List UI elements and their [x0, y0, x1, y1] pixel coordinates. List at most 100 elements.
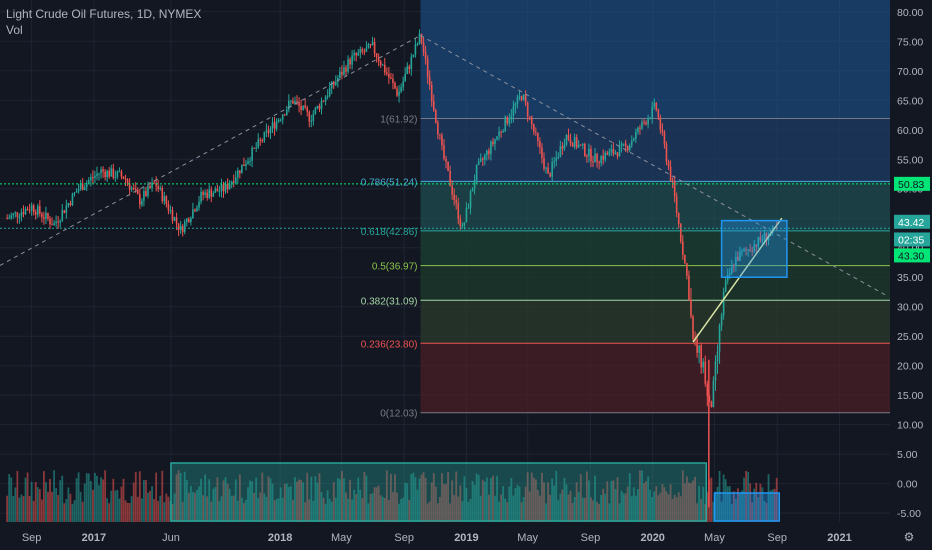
volume-bar: [512, 495, 515, 522]
price-axis-marker[interactable]: [894, 214, 930, 229]
volume-bar: [328, 499, 331, 522]
volume-bar: [641, 470, 643, 522]
candle-body: [724, 280, 727, 292]
price-axis-marker-label[interactable]: 02:35: [898, 234, 924, 246]
volume-bar: [161, 470, 164, 522]
volume-bar: [455, 471, 458, 522]
candle-body: [641, 121, 643, 129]
candle-body: [624, 143, 627, 146]
candle-body: [108, 170, 111, 177]
candle-body: [757, 236, 760, 247]
volume-bar: [469, 498, 472, 522]
candle-body: [269, 128, 272, 134]
candle-body: [416, 43, 419, 45]
volume-bar: [653, 491, 656, 522]
candle-body: [739, 251, 741, 261]
volume-bar: [75, 478, 78, 522]
volume-bar: [655, 486, 658, 522]
candle-body: [124, 178, 127, 180]
candle-body: [598, 162, 600, 164]
price-axis-marker[interactable]: [894, 232, 930, 247]
price-tick-label: 70.00: [897, 66, 923, 78]
candle-body: [404, 73, 406, 82]
price-axis-marker-label[interactable]: 43.42: [898, 217, 924, 229]
price-axis-marker-label[interactable]: 50.83: [898, 179, 924, 191]
price-tick-label: 5.00: [897, 449, 918, 461]
candle-body: [633, 138, 635, 141]
rally-rectangle[interactable]: [720, 219, 788, 278]
volume-bar: [706, 492, 709, 522]
symbol-title[interactable]: Light Crude Oil Futures, 1D, NYMEX: [6, 7, 202, 21]
dashed-trend-line[interactable]: [420, 34, 886, 296]
volume-bar: [273, 500, 276, 522]
candle-body: [647, 118, 649, 125]
volume-bar: [147, 492, 149, 522]
candle-body: [398, 91, 400, 96]
volume-bar: [739, 493, 741, 522]
drawing-layer[interactable]: [0, 34, 890, 343]
candle-body: [581, 144, 584, 146]
candle-body: [679, 223, 682, 242]
volume-bar: [508, 486, 511, 522]
candle-body: [6, 218, 8, 220]
volume-bar: [502, 486, 505, 522]
candle-body: [151, 182, 153, 189]
price-tick-label: 80.00: [897, 7, 923, 19]
candle-body: [96, 173, 98, 176]
volume-bar: [692, 480, 694, 522]
candle-body: [512, 106, 515, 116]
volume-bar: [551, 478, 554, 522]
candle-body: [504, 117, 507, 132]
candle-body: [383, 64, 386, 73]
candle-body: [445, 158, 447, 162]
candle-body: [537, 132, 539, 142]
volume-recent-box[interactable]: [713, 492, 781, 522]
fib-projection-zone: [420, 0, 890, 119]
volume-bar: [24, 477, 27, 522]
volume-bar: [214, 487, 217, 522]
volume-bar: [279, 487, 282, 522]
candle-body: [8, 217, 10, 219]
price-axis-marker[interactable]: [894, 248, 930, 263]
volume-bar: [204, 474, 207, 522]
volume-bar: [526, 472, 529, 522]
candle-layer: [6, 29, 778, 508]
candle-body: [563, 144, 566, 149]
volume-legend-label[interactable]: Vol: [6, 23, 23, 37]
time-axis-background: [0, 522, 932, 550]
volume-bar: [524, 486, 527, 522]
candle-body: [747, 249, 749, 251]
candle-body: [649, 118, 651, 120]
candle-body: [628, 145, 631, 151]
price-axis-marker-label[interactable]: 43.30: [898, 250, 924, 262]
volume-bar: [745, 470, 747, 522]
volume-bar: [175, 474, 178, 522]
candle-body: [79, 184, 82, 189]
volume-bar: [685, 476, 688, 522]
candle-body: [430, 85, 433, 102]
volume-bar: [602, 488, 605, 522]
volume-bar: [289, 485, 292, 522]
volume-bar: [257, 498, 260, 522]
volume-bar: [298, 479, 300, 522]
candle-body: [761, 240, 764, 242]
volume-bar: [130, 496, 133, 522]
candle-body: [75, 191, 78, 193]
volume-bar: [755, 482, 758, 522]
candle-body: [226, 183, 229, 190]
settings-gear-icon[interactable]: ⚙: [904, 530, 915, 544]
volume-bar: [365, 475, 368, 522]
rising-trend-line[interactable]: [692, 217, 783, 343]
volume-bar: [765, 503, 768, 522]
candle-body: [612, 149, 615, 154]
candle-body: [296, 101, 298, 103]
volume-bar: [53, 470, 55, 522]
candle-body: [584, 144, 586, 156]
volume-bar: [234, 479, 237, 522]
price-axis-marker[interactable]: [894, 176, 930, 191]
candle-body: [414, 44, 417, 55]
volume-highlight-box[interactable]: [170, 462, 708, 522]
volume-bar: [443, 483, 445, 522]
